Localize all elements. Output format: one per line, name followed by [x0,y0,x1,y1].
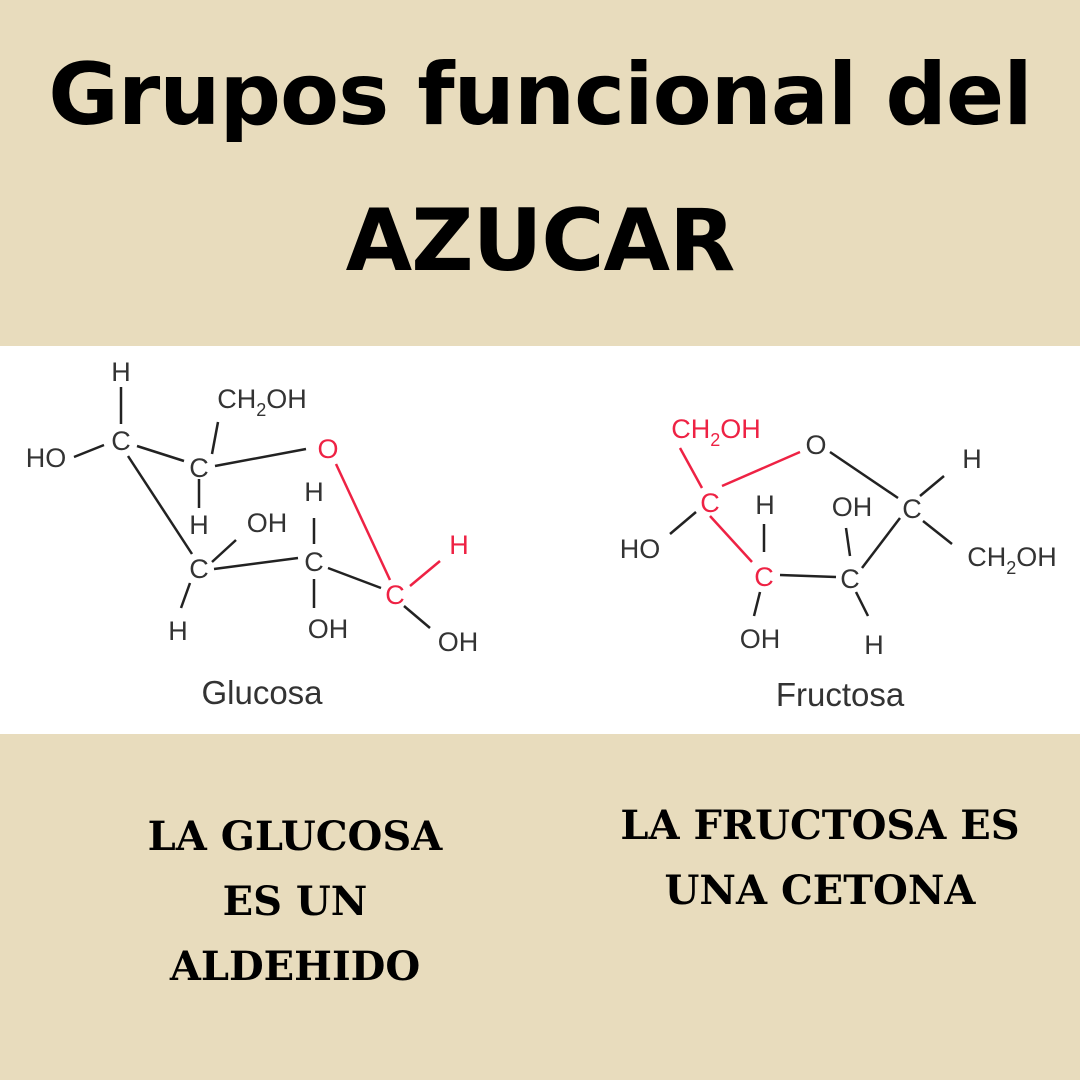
bond-highlight [709,515,753,563]
atom-label: H [189,510,209,540]
atom-label: C [902,494,922,524]
bond [752,591,762,617]
bond-highlight [334,463,392,581]
atom-label: OH [308,614,349,644]
fructose-caption: LA FRUCTOSA ES UNA CETONA [585,793,1055,923]
glucose-caption: LA GLUCOSA ES UN ALDEHIDO [115,804,475,999]
atom-label: C [189,453,209,483]
caption-line: LA GLUCOSA [147,813,443,860]
atom-label: H [111,357,131,387]
bond [327,566,382,590]
bond [136,444,185,463]
glucose-labels: H C HO CH2OH C O H H OH C C C H H OH OH … [26,357,479,711]
bond-highlight [409,560,441,587]
bond [861,517,901,569]
structures-panel: H C HO CH2OH C O H H OH C C C H H OH OH … [0,346,1080,734]
bond [73,443,105,459]
atom-label: O [317,434,338,464]
bond [126,455,194,555]
bond [829,450,899,500]
atom-label: H [168,616,188,646]
structures-diagram: H C HO CH2OH C O H H OH C C C H H OH OH … [26,357,1057,713]
caption-line: UNA CETONA [664,867,976,914]
bond [213,556,299,571]
atom-label: C [111,426,131,456]
atom-label: C [304,547,324,577]
bond-highlight [721,450,801,488]
bond [211,539,237,563]
caption-line: ALDEHIDO [169,943,421,990]
atom-label: OH [832,492,873,522]
title-line-2: AZUCAR [345,191,736,291]
atom-label: H [755,490,775,520]
atom-label: C [385,580,405,610]
atom-label: H [304,477,324,507]
atom-label: C [754,562,774,592]
bond [844,527,852,557]
fructose-structure [669,447,953,617]
bond [854,591,870,617]
atom-label: OH [247,508,288,538]
bond [779,573,837,579]
bond [403,605,431,629]
bond [214,447,307,468]
title-line-1: Grupos funcional del [48,45,1032,145]
bond [179,582,192,609]
bond [210,421,220,455]
caption-line: LA FRUCTOSA ES [620,802,1020,849]
glucose-structure [73,387,441,629]
atom-label: C [189,554,209,584]
atom-label: CH2OH [217,384,307,420]
atom-label: C [840,564,860,594]
bond [919,475,945,497]
bond [669,511,697,535]
atom-label: H [962,444,982,474]
molecule-name: Glucosa [201,674,323,711]
bond [922,520,953,545]
atom-label: OH [438,627,479,657]
atom-label: O [805,430,826,460]
atom-label: C [700,488,720,518]
caption-line: ES UN [222,878,368,925]
molecule-name: Fructosa [776,676,905,713]
bond-highlight [678,447,704,489]
atom-label: CH2OH [671,414,761,450]
atom-label: H [449,530,469,560]
atom-label: HO [620,534,661,564]
atom-label: HO [26,443,67,473]
atom-label: CH2OH [967,542,1057,578]
atom-label: OH [740,624,781,654]
atom-label: H [864,630,884,660]
